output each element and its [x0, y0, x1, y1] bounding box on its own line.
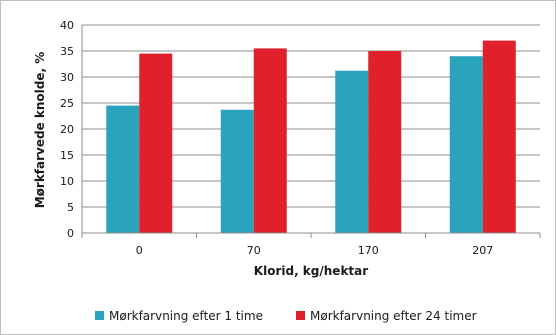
- y-axis-title: Mørkfarvede knolde, %: [33, 52, 47, 209]
- y-tick-label: 30: [60, 71, 74, 84]
- bar-series-1: [449, 56, 483, 234]
- x-tick-label: 70: [247, 244, 261, 257]
- bar-series-1: [220, 109, 254, 233]
- x-tick-label: 0: [136, 244, 143, 257]
- x-tick-label: 207: [472, 244, 493, 257]
- bar-series-2: [482, 40, 516, 233]
- bars: [106, 40, 516, 234]
- y-tick-label: 5: [67, 201, 74, 214]
- x-axis-title: Klorid, kg/hektar: [254, 264, 368, 278]
- y-tick-label: 10: [60, 175, 74, 188]
- x-tick-label: 170: [358, 244, 379, 257]
- legend-label: Mørkfarvning efter 1 time: [109, 309, 263, 323]
- y-tick-label: 20: [60, 123, 74, 136]
- y-tick-label: 40: [60, 19, 74, 32]
- legend-swatch: [95, 311, 104, 320]
- y-tick-label: 0: [67, 227, 74, 240]
- y-tick-labels: 0 5 10 15 20 25 30 35 40: [60, 19, 74, 240]
- legend-label: Mørkfarvning efter 24 timer: [310, 309, 477, 323]
- y-tick-label: 25: [60, 97, 74, 110]
- axes: [81, 25, 541, 238]
- bar-series-2: [253, 48, 287, 234]
- legend-swatch: [296, 311, 305, 320]
- legend: Mørkfarvning efter 1 time Mørkfarvning ef…: [95, 309, 477, 323]
- y-tick-label: 15: [60, 149, 74, 162]
- bar-series-1: [106, 105, 140, 233]
- bar-series-2: [139, 53, 173, 233]
- x-tick-labels: 0 70 170 207: [136, 244, 494, 257]
- bar-series-1: [335, 70, 369, 233]
- y-tick-label: 35: [60, 45, 74, 58]
- bar-series-2: [368, 51, 402, 233]
